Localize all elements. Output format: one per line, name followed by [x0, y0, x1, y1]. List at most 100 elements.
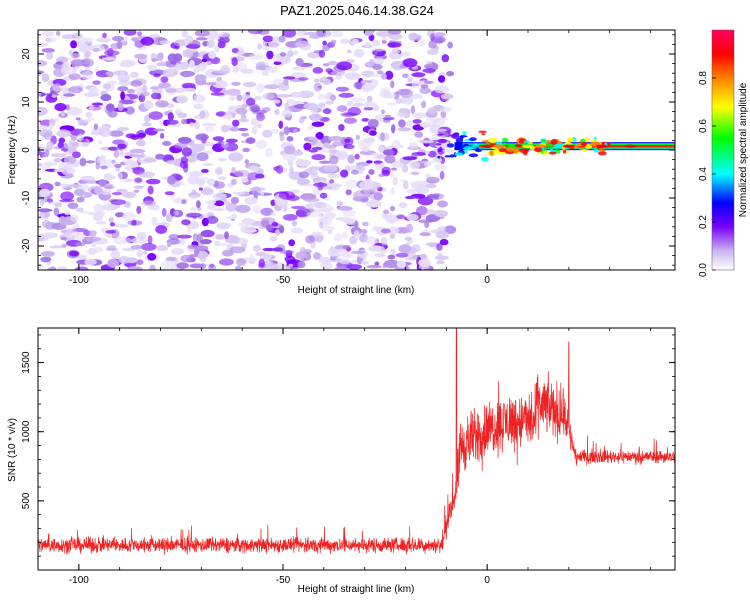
noise-blob — [202, 163, 214, 166]
noise-blob — [193, 94, 206, 103]
noise-blob — [331, 30, 344, 38]
noise-blob — [360, 228, 368, 235]
noise-blob — [144, 114, 151, 124]
noise-blob — [90, 44, 105, 52]
noise-blob — [98, 127, 112, 138]
noise-blob — [120, 91, 125, 101]
noise-blob — [236, 94, 243, 102]
noise-blob — [283, 145, 296, 155]
noise-blob — [261, 217, 276, 224]
noise-blob — [411, 72, 426, 78]
noise-blob — [192, 233, 199, 242]
noise-blob — [282, 108, 293, 118]
noise-blob — [320, 216, 328, 224]
noise-blob — [100, 165, 108, 170]
noise-blob — [68, 86, 83, 94]
noise-blob — [374, 253, 386, 258]
noise-blob — [419, 140, 434, 144]
noise-blob — [167, 112, 174, 122]
noise-blob — [283, 78, 289, 87]
noise-blob — [378, 173, 385, 177]
noise-blob — [440, 93, 454, 100]
noise-blob — [304, 197, 320, 203]
noise-blob — [289, 91, 302, 98]
noise-blob — [165, 119, 179, 125]
noise-blob — [407, 252, 418, 261]
noise-blob — [42, 232, 58, 239]
signal-blob — [473, 143, 479, 147]
noise-blob — [220, 124, 230, 133]
noise-blob — [343, 143, 348, 149]
noise-blob — [53, 158, 62, 163]
spectrogram-x-axis-label: Height of straight line (km) — [298, 285, 415, 296]
noise-blob — [225, 216, 237, 220]
noise-blob — [386, 226, 400, 235]
noise-blob — [65, 104, 70, 111]
noise-blob — [189, 194, 198, 200]
noise-blob — [38, 143, 44, 147]
noise-blob — [412, 119, 422, 124]
noise-blob — [103, 204, 119, 210]
noise-blob — [159, 221, 169, 226]
signal-blob — [541, 138, 546, 142]
noise-blob — [129, 148, 146, 154]
noise-blob — [213, 181, 226, 189]
signal-blob — [550, 139, 558, 145]
noise-blob — [177, 234, 192, 239]
noise-blob — [68, 49, 73, 56]
noise-blob — [148, 34, 161, 39]
noise-blob — [387, 254, 396, 260]
noise-blob — [112, 35, 124, 42]
noise-blob — [237, 118, 250, 123]
x-tick-label: -50 — [276, 275, 291, 286]
noise-blob — [54, 181, 61, 187]
noise-blob — [292, 66, 306, 71]
noise-blob — [381, 109, 385, 115]
noise-blob — [355, 134, 360, 140]
noise-blob — [269, 235, 278, 242]
noise-blob — [286, 136, 294, 142]
noise-blob — [262, 45, 270, 51]
noise-blob — [313, 252, 321, 260]
noise-blob — [241, 132, 250, 137]
noise-blob — [330, 70, 346, 76]
signal-blob — [468, 153, 479, 158]
signal-blob — [522, 149, 528, 156]
noise-blob — [124, 106, 135, 115]
noise-blob — [353, 230, 360, 239]
noise-blob — [341, 251, 353, 259]
noise-blob — [217, 157, 228, 162]
noise-blob — [351, 250, 366, 255]
noise-blob — [93, 123, 98, 131]
noise-blob — [384, 114, 392, 119]
noise-blob — [247, 30, 263, 35]
noise-blob — [180, 254, 193, 263]
noise-blob — [242, 81, 257, 88]
signal-blob — [455, 137, 464, 144]
noise-blob — [318, 160, 332, 164]
noise-blob — [428, 194, 442, 200]
noise-blob — [151, 58, 159, 62]
signal-blob — [534, 146, 543, 153]
noise-blob — [162, 141, 172, 146]
noise-blob — [262, 247, 276, 252]
noise-blob — [395, 97, 402, 104]
noise-blob — [213, 70, 229, 74]
noise-blob — [105, 230, 116, 234]
noise-blob — [70, 59, 87, 67]
noise-blob — [300, 116, 307, 120]
noise-blob — [305, 235, 315, 244]
spectrogram-y-axis-label: Frequency (Hz) — [7, 116, 18, 185]
noise-blob — [53, 207, 60, 216]
signal-blob — [469, 137, 477, 142]
noise-blob — [369, 48, 386, 52]
noise-blob — [412, 112, 427, 119]
noise-blob — [101, 227, 106, 233]
noise-blob — [82, 119, 91, 124]
noise-blob — [117, 143, 127, 149]
noise-blob — [296, 158, 305, 165]
noise-blob — [212, 80, 228, 89]
noise-blob — [438, 195, 444, 200]
noise-blob — [368, 118, 379, 129]
noise-blob — [102, 32, 107, 39]
